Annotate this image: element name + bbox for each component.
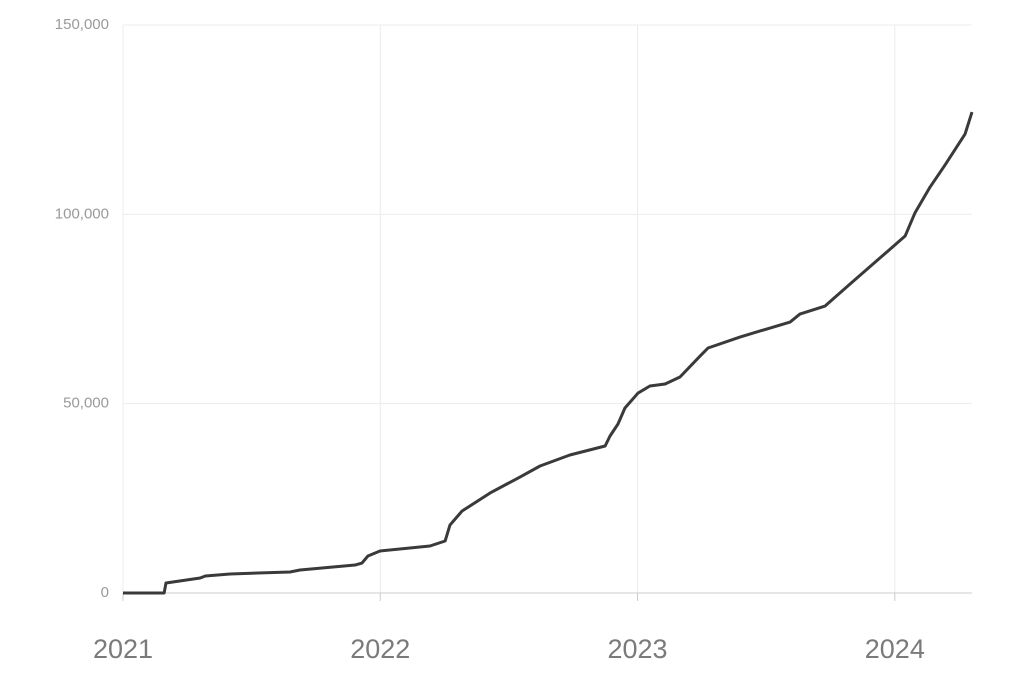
- y-tick-label: 100,000: [55, 205, 109, 222]
- y-tick-label: 150,000: [55, 16, 109, 33]
- data-line: [123, 111, 974, 595]
- x-tick-label: 2021: [93, 634, 153, 664]
- x-tick-label: 2023: [608, 634, 668, 664]
- y-tick-label: 50,000: [63, 395, 109, 412]
- y-tick-label: 0: [101, 584, 109, 601]
- x-tick-label: 2024: [865, 634, 925, 664]
- x-tick-label: 2022: [350, 634, 410, 664]
